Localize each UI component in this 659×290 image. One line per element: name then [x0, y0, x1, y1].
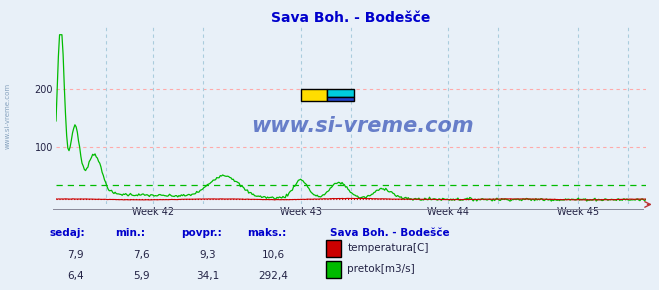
Text: 6,4: 6,4	[67, 271, 84, 281]
Text: www.si-vreme.com: www.si-vreme.com	[5, 83, 11, 149]
Text: 5,9: 5,9	[133, 271, 150, 281]
Text: min.:: min.:	[115, 228, 146, 238]
FancyBboxPatch shape	[301, 89, 328, 101]
Text: pretok[m3/s]: pretok[m3/s]	[347, 264, 415, 274]
Text: maks.:: maks.:	[247, 228, 287, 238]
Title: Sava Boh. - Bodešče: Sava Boh. - Bodešče	[272, 11, 430, 25]
Text: www.si-vreme.com: www.si-vreme.com	[251, 116, 474, 136]
Text: 7,6: 7,6	[133, 250, 150, 260]
Text: temperatura[C]: temperatura[C]	[347, 243, 429, 253]
Text: 292,4: 292,4	[258, 271, 289, 281]
Text: povpr.:: povpr.:	[181, 228, 222, 238]
Text: 34,1: 34,1	[196, 271, 219, 281]
FancyBboxPatch shape	[328, 89, 354, 97]
Text: 9,3: 9,3	[199, 250, 216, 260]
Text: 10,6: 10,6	[262, 250, 285, 260]
Text: sedaj:: sedaj:	[49, 228, 85, 238]
FancyBboxPatch shape	[328, 97, 354, 101]
Text: Sava Boh. - Bodešče: Sava Boh. - Bodešče	[330, 228, 449, 238]
Text: 7,9: 7,9	[67, 250, 84, 260]
